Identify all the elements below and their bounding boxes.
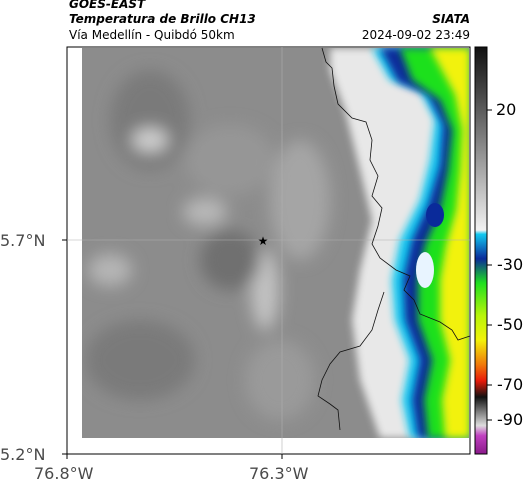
lon-tick-label: 76.8°W <box>34 464 94 483</box>
coastline <box>321 47 471 341</box>
colorbar-tick: 20 <box>496 100 517 119</box>
datetime-label: 2024-09-02 23:49 <box>361 28 470 42</box>
region-label: Vía Medellín - Quibdó 50km <box>69 28 235 42</box>
satellite-title: GOES-EAST <box>69 0 146 11</box>
agency-label: SIATA <box>432 12 470 26</box>
colorbar-tick: -70 <box>497 375 524 394</box>
department-border <box>317 291 385 431</box>
colorbar-tick: -90 <box>497 410 524 429</box>
product-title: Temperatura de Brillo CH13 <box>69 12 256 26</box>
colorbar-tick: -30 <box>497 255 524 274</box>
satellite-imagery <box>82 48 469 438</box>
star-icon: ★ <box>258 234 269 248</box>
colorbar-tick: -50 <box>497 315 524 334</box>
lat-tick-label: 5.7°N <box>0 231 46 250</box>
colorbar <box>474 46 488 455</box>
lat-tick-label: 5.2°N <box>0 445 46 464</box>
lon-tick-label: 76.3°W <box>249 464 309 483</box>
